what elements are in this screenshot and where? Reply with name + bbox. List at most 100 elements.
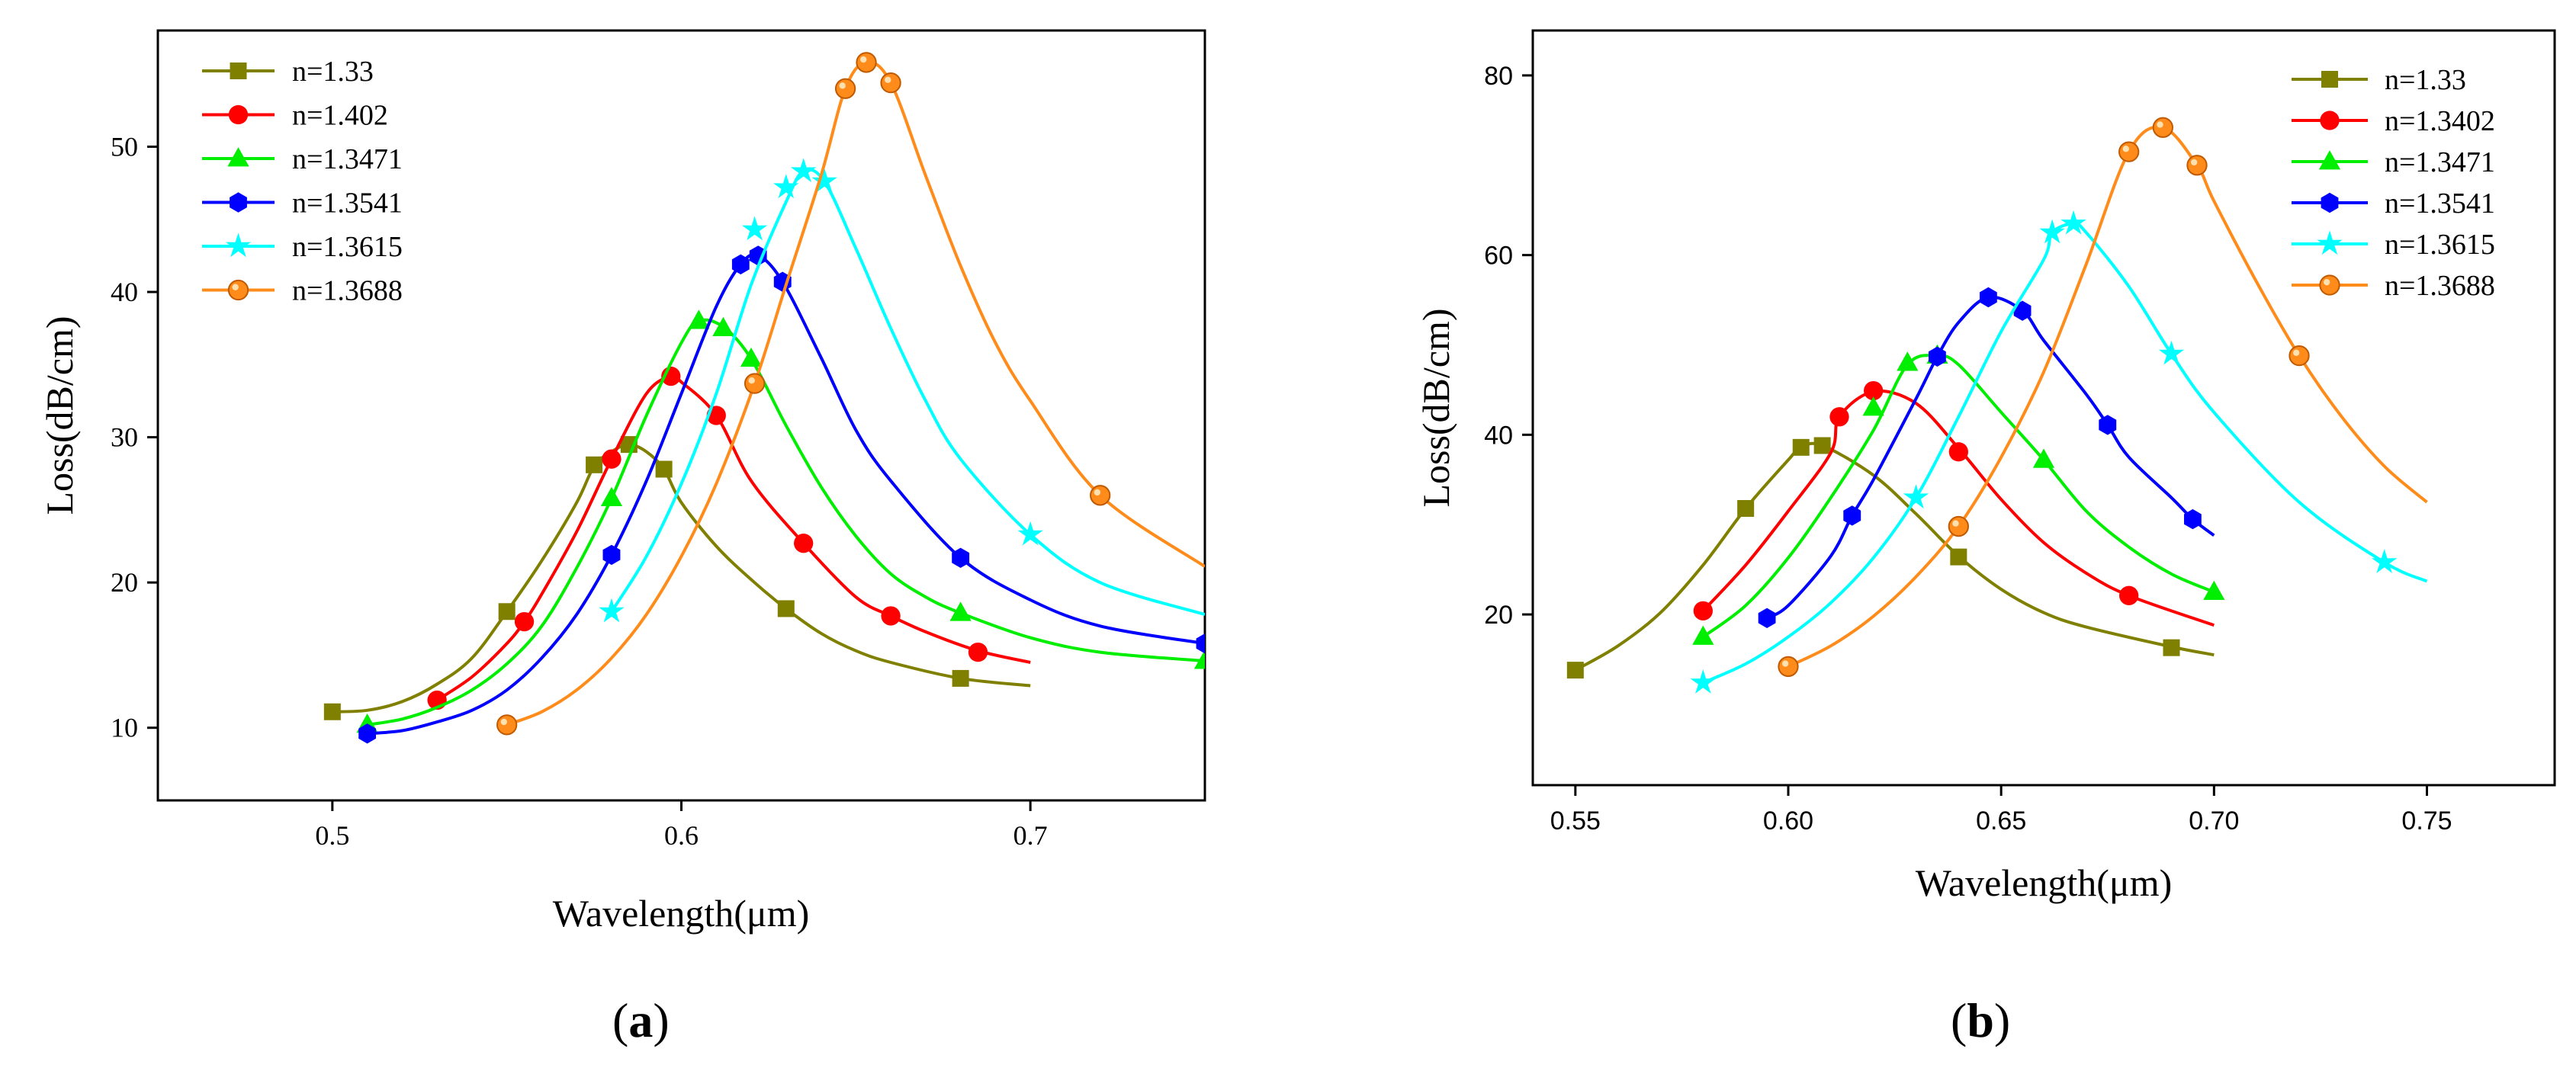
data-point-a-n-1-402-1: [514, 611, 535, 632]
y-tick-label-b-3: 80: [1484, 62, 1513, 91]
series-a-n-1-3615: [599, 158, 1205, 623]
data-point-a-n-1-3615-0: [599, 598, 625, 623]
data-point-a-n-1-3688-0: [496, 714, 518, 736]
series-line-b-n-1-3688: [1787, 125, 2428, 669]
series-group-b: [1566, 117, 2428, 694]
data-point-b-n-1-33-2: [1792, 438, 1810, 456]
legend-marker-b-1: [2320, 111, 2340, 130]
legend-label-b-0: n=1.33: [2385, 64, 2466, 96]
data-point-a-n-1-3471-1: [600, 486, 623, 507]
legend-marker-b-0: [2321, 71, 2338, 88]
x-tick-label-b-4: 0.75: [2401, 806, 2452, 835]
data-point-b-n-1-3688-1: [1948, 515, 1969, 537]
series-group-a: [323, 52, 1205, 744]
series-line-b-n-1-33: [1574, 441, 2215, 672]
legend-label-b-5: n=1.3688: [2385, 270, 2495, 302]
legend-item-a-4: n=1.3615: [202, 231, 403, 263]
data-point-a-n-1-3615-5: [1017, 521, 1043, 546]
data-point-a-n-1-3541-5: [952, 547, 970, 568]
panel-label-a-close: ): [653, 993, 669, 1047]
data-point-a-n-1-402-6: [881, 606, 901, 626]
data-point-b-n-1-33-4: [1950, 548, 1967, 566]
panel-label-b-letter: b: [1967, 993, 1994, 1047]
data-point-b-n-1-3541-0: [1758, 608, 1776, 628]
data-point-b-n-1-3471-4: [2032, 448, 2055, 468]
data-point-a-n-1-3688-2-highlight: [839, 82, 846, 89]
data-point-a-n-1-33-1: [498, 603, 516, 620]
series-a-n-1-3541: [358, 245, 1205, 744]
data-point-a-n-1-33-5: [777, 600, 795, 617]
legend-item-a-3: n=1.3541: [202, 188, 403, 220]
data-point-b-n-1-3615-5: [2371, 549, 2398, 573]
series-b-n-1-33: [1566, 437, 2215, 679]
data-point-b-n-1-3688-1-highlight: [1952, 520, 1959, 527]
data-point-b-n-1-3402-4: [2119, 585, 2139, 605]
legend-marker-b-3: [2321, 192, 2339, 213]
data-point-a-n-1-3471-4: [740, 347, 763, 367]
data-point-a-n-1-3688-3: [856, 52, 877, 73]
data-point-a-n-1-3615-2: [773, 174, 799, 199]
data-point-b-n-1-3615-0: [1690, 669, 1717, 694]
y-tick-label-b-2: 60: [1484, 242, 1513, 271]
data-point-a-n-1-3688-2: [834, 78, 856, 99]
data-point-b-n-1-3402-3: [1948, 442, 1968, 462]
data-point-b-n-1-3541-1: [1843, 505, 1861, 526]
legend-label-a-1: n=1.402: [292, 100, 388, 132]
legend-marker-a-5-highlight: [232, 284, 239, 290]
data-point-a-n-1-402-5: [794, 534, 814, 553]
data-point-a-n-1-3541-1: [602, 544, 621, 566]
data-point-a-n-1-3541-3: [749, 245, 767, 266]
data-point-a-n-1-3471-5: [949, 601, 972, 621]
data-point-a-n-1-3615-1: [741, 216, 768, 241]
data-point-b-n-1-3688-3-highlight: [2157, 121, 2163, 128]
legend-item-b-3: n=1.3541: [2292, 188, 2495, 220]
axes-ticks-b: 0.55 0.60 0.65 0.70 0.75 20 40 60 80: [1484, 62, 2452, 835]
data-point-a-n-1-3688-1: [744, 373, 766, 394]
data-point-b-n-1-3688-2: [2118, 141, 2140, 162]
data-point-b-n-1-3402-2: [1864, 380, 1884, 401]
x-tick-label-a-1: 0.6: [664, 820, 699, 851]
data-point-b-n-1-3471-0: [1692, 625, 1714, 645]
data-point-a-n-1-3688-1-highlight: [748, 377, 755, 384]
data-point-b-n-1-3688-0-highlight: [1781, 660, 1789, 667]
data-point-b-n-1-3541-4: [2013, 300, 2032, 321]
panel-a: 0.5 0.6 0.7 10 20 30 40 50 n=1.33 n=1.402 n=1.347…: [38, 29, 1206, 1047]
data-point-a-n-1-3688-4-highlight: [885, 76, 891, 83]
legend-marker-a-0: [230, 63, 247, 79]
legend-item-b-2: n=1.3471: [2292, 146, 2495, 178]
data-point-b-n-1-3541-5: [2099, 415, 2117, 435]
x-tick-label-b-1: 0.60: [1763, 806, 1813, 835]
legend-marker-b-4: [2317, 230, 2343, 255]
data-point-b-n-1-3688-3: [2152, 117, 2173, 138]
x-axis-label-a: Wavelength(μm): [553, 892, 810, 935]
data-point-a-n-1-3471-3: [712, 316, 734, 337]
legend-label-b-2: n=1.3471: [2385, 146, 2495, 178]
data-point-b-n-1-3402-1: [1829, 407, 1849, 427]
panel-label-b: (b): [1951, 993, 2010, 1047]
legend-a: n=1.33 n=1.402 n=1.3471 n=1.3541 n=1.3615 n=1…: [202, 56, 403, 307]
data-point-a-n-1-402-2: [602, 449, 622, 469]
x-tick-label-b-2: 0.65: [1976, 806, 2026, 835]
data-point-b-n-1-3471-1: [1862, 396, 1884, 416]
y-axis-label-b: Loss(dB/cm): [1415, 308, 1457, 507]
y-tick-label-a-2: 30: [111, 422, 138, 453]
y-axis-label-a: Loss(dB/cm): [38, 316, 81, 515]
data-point-b-n-1-3615-1: [1903, 484, 1929, 509]
legend-item-b-0: n=1.33: [2292, 64, 2466, 96]
data-point-a-n-1-3688-4: [880, 72, 901, 94]
data-point-b-n-1-3471-5: [2203, 580, 2225, 601]
legend-item-a-0: n=1.33: [202, 56, 374, 88]
data-point-a-n-1-402-7: [968, 642, 988, 662]
data-point-b-n-1-3541-6: [2184, 508, 2202, 530]
y-tick-label-b-0: 20: [1484, 601, 1513, 630]
data-point-a-n-1-3471-2: [688, 309, 710, 329]
data-point-b-n-1-3688-2-highlight: [2122, 146, 2129, 152]
legend-label-a-3: n=1.3541: [292, 188, 403, 220]
data-point-a-n-1-33-0: [323, 703, 341, 720]
data-point-a-n-1-3688-0-highlight: [500, 718, 507, 726]
legend-marker-a-5: [227, 279, 249, 301]
series-a-n-1-33: [323, 436, 1031, 720]
x-axis-label-b: Wavelength(μm): [1916, 861, 2173, 904]
